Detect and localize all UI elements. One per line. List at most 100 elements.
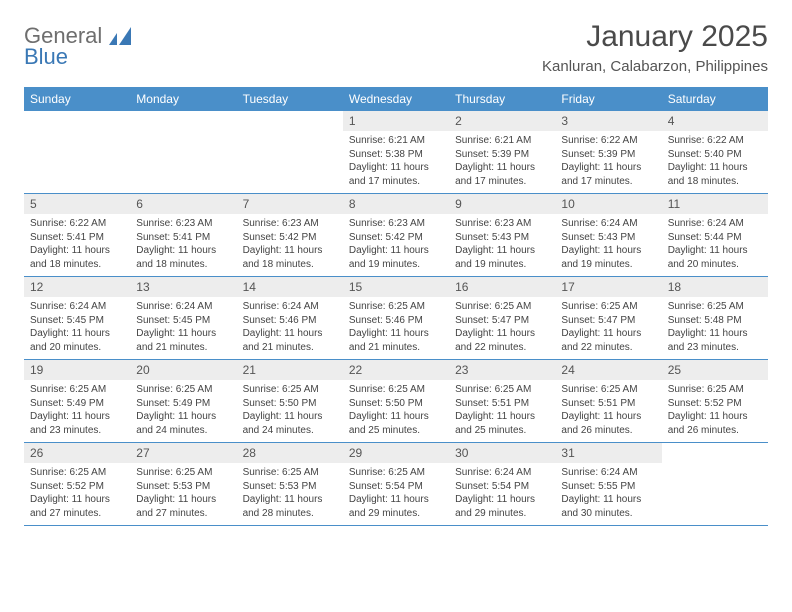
daylight-text: Daylight: 11 hours: [668, 410, 762, 424]
sunset-text: Sunset: 5:49 PM: [136, 397, 230, 411]
daylight-text: Daylight: 11 hours: [30, 410, 124, 424]
day-number: 21: [237, 360, 343, 380]
day-cell: 26Sunrise: 6:25 AMSunset: 5:52 PMDayligh…: [24, 443, 130, 525]
day-details: Sunrise: 6:21 AMSunset: 5:38 PMDaylight:…: [343, 131, 449, 191]
day-cell: 29Sunrise: 6:25 AMSunset: 5:54 PMDayligh…: [343, 443, 449, 525]
day-number: 7: [237, 194, 343, 214]
sunrise-text: Sunrise: 6:23 AM: [349, 217, 443, 231]
daylight-text: and 18 minutes.: [136, 258, 230, 272]
sunrise-text: Sunrise: 6:25 AM: [243, 466, 337, 480]
daylight-text: and 20 minutes.: [30, 341, 124, 355]
day-number: 9: [449, 194, 555, 214]
sunset-text: Sunset: 5:42 PM: [349, 231, 443, 245]
day-number: 5: [24, 194, 130, 214]
day-cell: 4Sunrise: 6:22 AMSunset: 5:40 PMDaylight…: [662, 111, 768, 193]
day-details: Sunrise: 6:23 AMSunset: 5:41 PMDaylight:…: [130, 214, 236, 274]
daylight-text: Daylight: 11 hours: [455, 244, 549, 258]
daylight-text: Daylight: 11 hours: [30, 493, 124, 507]
day-number: 1: [343, 111, 449, 131]
sunset-text: Sunset: 5:53 PM: [136, 480, 230, 494]
day-cell: 24Sunrise: 6:25 AMSunset: 5:51 PMDayligh…: [555, 360, 661, 442]
day-number: 3: [555, 111, 661, 131]
day-details: Sunrise: 6:25 AMSunset: 5:52 PMDaylight:…: [662, 380, 768, 440]
daylight-text: and 23 minutes.: [668, 341, 762, 355]
daylight-text: Daylight: 11 hours: [668, 327, 762, 341]
sunset-text: Sunset: 5:54 PM: [455, 480, 549, 494]
daylight-text: Daylight: 11 hours: [136, 410, 230, 424]
sunset-text: Sunset: 5:43 PM: [561, 231, 655, 245]
sunrise-text: Sunrise: 6:24 AM: [561, 217, 655, 231]
day-number: 11: [662, 194, 768, 214]
day-number: 18: [662, 277, 768, 297]
sunset-text: Sunset: 5:46 PM: [243, 314, 337, 328]
sunrise-text: Sunrise: 6:25 AM: [136, 383, 230, 397]
daylight-text: Daylight: 11 hours: [561, 493, 655, 507]
sunset-text: Sunset: 5:45 PM: [30, 314, 124, 328]
day-cell: 19Sunrise: 6:25 AMSunset: 5:49 PMDayligh…: [24, 360, 130, 442]
daylight-text: and 19 minutes.: [561, 258, 655, 272]
empty-day-cell: [24, 111, 130, 193]
day-cell: 6Sunrise: 6:23 AMSunset: 5:41 PMDaylight…: [130, 194, 236, 276]
daylight-text: Daylight: 11 hours: [349, 244, 443, 258]
day-number: 23: [449, 360, 555, 380]
day-cell: 28Sunrise: 6:25 AMSunset: 5:53 PMDayligh…: [237, 443, 343, 525]
sunrise-text: Sunrise: 6:25 AM: [668, 300, 762, 314]
day-details: Sunrise: 6:24 AMSunset: 5:45 PMDaylight:…: [130, 297, 236, 357]
weekday-header: Thursday: [449, 87, 555, 111]
week-row: 19Sunrise: 6:25 AMSunset: 5:49 PMDayligh…: [24, 360, 768, 443]
sunset-text: Sunset: 5:49 PM: [30, 397, 124, 411]
location-subtitle: Kanluran, Calabarzon, Philippines: [542, 58, 768, 75]
sunset-text: Sunset: 5:38 PM: [349, 148, 443, 162]
day-details: Sunrise: 6:24 AMSunset: 5:44 PMDaylight:…: [662, 214, 768, 274]
daylight-text: and 25 minutes.: [455, 424, 549, 438]
sunset-text: Sunset: 5:40 PM: [668, 148, 762, 162]
day-cell: 21Sunrise: 6:25 AMSunset: 5:50 PMDayligh…: [237, 360, 343, 442]
day-details: Sunrise: 6:23 AMSunset: 5:42 PMDaylight:…: [343, 214, 449, 274]
daylight-text: Daylight: 11 hours: [349, 327, 443, 341]
sunset-text: Sunset: 5:46 PM: [349, 314, 443, 328]
day-details: Sunrise: 6:25 AMSunset: 5:49 PMDaylight:…: [24, 380, 130, 440]
weekday-header: Wednesday: [343, 87, 449, 111]
daylight-text: and 19 minutes.: [455, 258, 549, 272]
day-cell: 17Sunrise: 6:25 AMSunset: 5:47 PMDayligh…: [555, 277, 661, 359]
sunrise-text: Sunrise: 6:25 AM: [30, 466, 124, 480]
day-details: Sunrise: 6:24 AMSunset: 5:54 PMDaylight:…: [449, 463, 555, 523]
daylight-text: and 27 minutes.: [136, 507, 230, 521]
title-block: January 2025 Kanluran, Calabarzon, Phili…: [542, 20, 768, 75]
logo-sail-icon: [109, 27, 133, 45]
day-number: 26: [24, 443, 130, 463]
day-cell: 8Sunrise: 6:23 AMSunset: 5:42 PMDaylight…: [343, 194, 449, 276]
sunrise-text: Sunrise: 6:25 AM: [349, 466, 443, 480]
day-cell: 25Sunrise: 6:25 AMSunset: 5:52 PMDayligh…: [662, 360, 768, 442]
day-details: Sunrise: 6:25 AMSunset: 5:47 PMDaylight:…: [555, 297, 661, 357]
day-details: Sunrise: 6:25 AMSunset: 5:46 PMDaylight:…: [343, 297, 449, 357]
daylight-text: Daylight: 11 hours: [668, 244, 762, 258]
sunrise-text: Sunrise: 6:23 AM: [243, 217, 337, 231]
day-cell: 18Sunrise: 6:25 AMSunset: 5:48 PMDayligh…: [662, 277, 768, 359]
daylight-text: Daylight: 11 hours: [349, 161, 443, 175]
day-details: Sunrise: 6:21 AMSunset: 5:39 PMDaylight:…: [449, 131, 555, 191]
day-number: 17: [555, 277, 661, 297]
daylight-text: Daylight: 11 hours: [136, 493, 230, 507]
daylight-text: Daylight: 11 hours: [455, 327, 549, 341]
sunrise-text: Sunrise: 6:24 AM: [561, 466, 655, 480]
sunrise-text: Sunrise: 6:25 AM: [349, 383, 443, 397]
daylight-text: and 17 minutes.: [561, 175, 655, 189]
day-number: 29: [343, 443, 449, 463]
day-number: 24: [555, 360, 661, 380]
sunset-text: Sunset: 5:50 PM: [243, 397, 337, 411]
day-cell: 13Sunrise: 6:24 AMSunset: 5:45 PMDayligh…: [130, 277, 236, 359]
daylight-text: Daylight: 11 hours: [561, 161, 655, 175]
sunrise-text: Sunrise: 6:22 AM: [30, 217, 124, 231]
daylight-text: and 21 minutes.: [349, 341, 443, 355]
day-number: 28: [237, 443, 343, 463]
logo: General Blue: [24, 26, 133, 68]
daylight-text: and 26 minutes.: [668, 424, 762, 438]
daylight-text: Daylight: 11 hours: [243, 493, 337, 507]
sunrise-text: Sunrise: 6:25 AM: [30, 383, 124, 397]
sunset-text: Sunset: 5:55 PM: [561, 480, 655, 494]
sunset-text: Sunset: 5:48 PM: [668, 314, 762, 328]
weekday-header-row: SundayMondayTuesdayWednesdayThursdayFrid…: [24, 87, 768, 111]
day-details: Sunrise: 6:25 AMSunset: 5:48 PMDaylight:…: [662, 297, 768, 357]
sunset-text: Sunset: 5:39 PM: [561, 148, 655, 162]
